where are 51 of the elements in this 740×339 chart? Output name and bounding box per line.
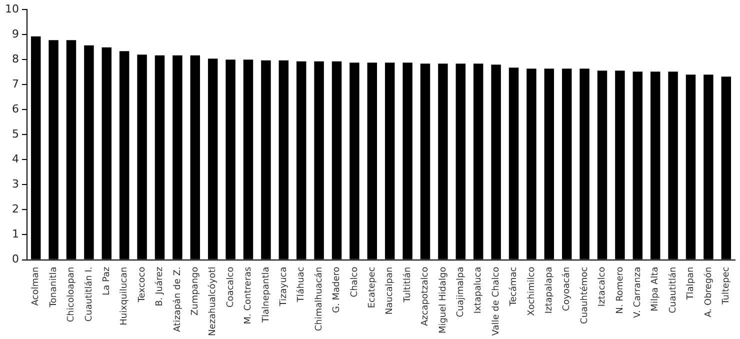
x-tick-label: Tultitlán: [402, 266, 413, 304]
x-tick-label: Chimalhuacán: [313, 266, 324, 332]
x-tick-label: Cuauhtémoc: [578, 266, 590, 324]
x-tick-label: V. Carranza: [632, 266, 643, 318]
x-tick-label: Miguel Hidalgo: [438, 266, 448, 334]
x-tick-label: Cuajimalpa: [456, 266, 466, 318]
x-tick-label: Tizayuca: [278, 266, 289, 308]
x-tick-label: Xochimilco: [526, 266, 537, 316]
x-tick-label: Acolman: [31, 266, 42, 306]
x-tick-label: Chicoloapan: [66, 266, 77, 322]
x-tick-label: Ecatepec: [367, 266, 378, 308]
x-tick-label: Cuautitlán I.: [83, 266, 94, 322]
x-tick-label: M. Contreras: [244, 266, 254, 324]
x-tick-label: Texcoco: [137, 266, 148, 304]
x-tick-label: G. Madero: [332, 266, 342, 313]
y-tick-label: 7: [12, 78, 19, 91]
x-tick-label: Tonanitla: [48, 266, 59, 308]
x-tick-label: Coacalco: [226, 266, 236, 308]
x-tick-label: Coyoacán: [561, 266, 572, 312]
x-tick-label: Huixquilucan: [120, 266, 130, 326]
y-tick-label: 9: [12, 27, 19, 40]
x-tick-label: Tlalnepantla: [261, 266, 272, 324]
x-tick-label: Azcapotzalco: [420, 266, 431, 326]
x-tick-label: Naucalpan: [385, 266, 396, 315]
x-tick-label: Tláhuac: [296, 266, 307, 304]
x-tick-label: Nezahualcóyotl: [207, 266, 218, 336]
x-tick-label: Cuautitlán: [667, 266, 678, 314]
y-tick-label: 6: [12, 102, 19, 116]
x-tick-label: Iztapalapa: [544, 266, 554, 314]
x-tick-label: Tultepec: [721, 266, 732, 306]
y-tick-label: 10: [4, 2, 19, 16]
x-tick-label: N. Romero: [615, 266, 626, 314]
y-tick-label: 1: [12, 228, 19, 241]
y-tick-label: 0: [12, 252, 19, 266]
y-tick-label: 3: [12, 178, 19, 191]
x-tick-label: Valle de Chalco: [491, 266, 502, 336]
x-tick-label: Atizapán de Z.: [172, 266, 183, 332]
x-tick-label: Iztacalco: [598, 266, 608, 307]
y-tick-label: 4: [12, 152, 19, 166]
y-tick-label: 8: [12, 52, 19, 66]
y-tick-label: 2: [12, 202, 19, 216]
x-tick-label: A. Obregón: [702, 266, 714, 318]
x-tick-label: Zumpango: [190, 266, 200, 316]
x-tick-label: B. Juárez: [154, 266, 166, 306]
x-tick-label: Ixtapaluca: [474, 266, 484, 314]
x-tick-label: Tecámac: [508, 266, 520, 307]
x-tick-label: Chalco: [350, 266, 360, 298]
x-tick-label: Milpa Alta: [650, 266, 661, 312]
x-tick-label: La Paz: [102, 266, 112, 296]
y-tick-label: 5: [12, 128, 19, 141]
x-tick-label: Tlalpan: [686, 266, 696, 301]
